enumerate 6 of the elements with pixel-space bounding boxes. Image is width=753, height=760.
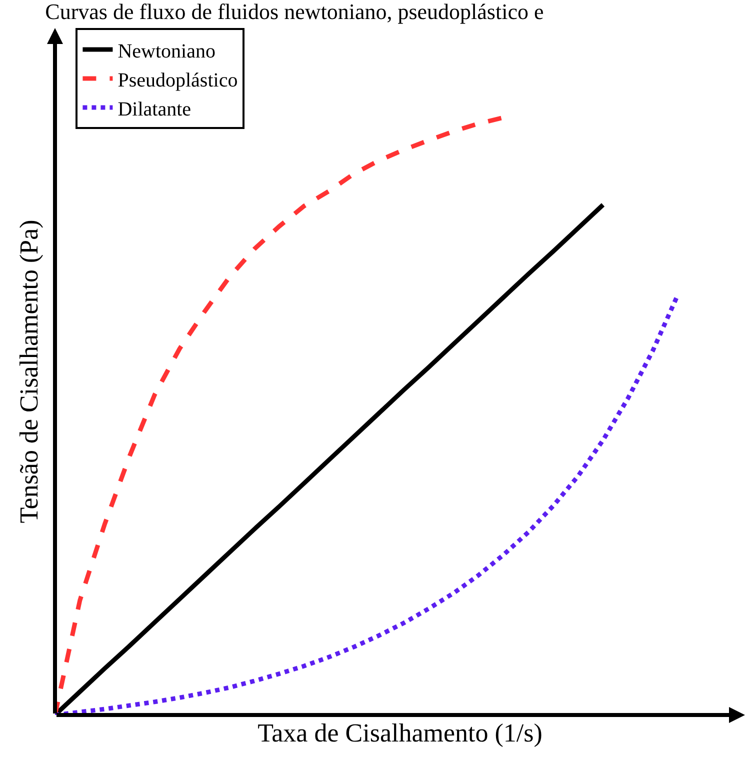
chart-title: Curvas de fluxo de fluidos newtoniano, pseudoplástico e [45,0,544,24]
legend-label: Pseudoplástico [118,69,238,92]
legend-label: Dilatante [118,98,192,120]
x-axis-title: Taxa de Cisalhamento (1/s) [258,718,542,748]
y-axis-title: Tensão de Cisalhamento (Pa) [14,220,44,524]
legend-label: Newtoniano [118,40,216,62]
